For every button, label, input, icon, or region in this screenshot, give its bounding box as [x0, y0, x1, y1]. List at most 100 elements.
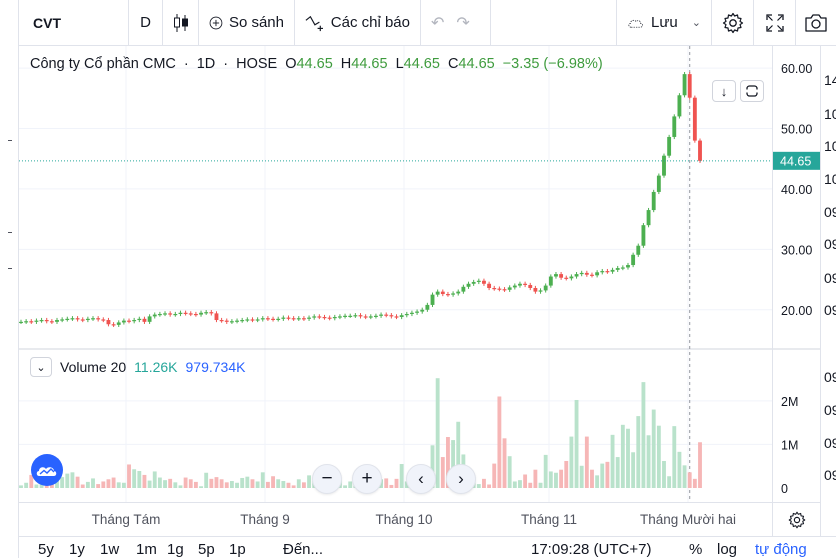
candle-body: [533, 288, 538, 292]
candle-body: [446, 294, 450, 296]
candle-body: [29, 321, 34, 323]
candle-body: [430, 294, 435, 305]
scroll-right-button[interactable]: ›: [446, 464, 476, 494]
price-axis[interactable]: 60.00 50.00 40.00 30.00 20.00 44.65 2M 1M 0: [772, 46, 821, 502]
range-5y-button[interactable]: 5y: [38, 541, 54, 558]
fullscreen-button[interactable]: [754, 0, 796, 46]
volume-bar: [188, 479, 193, 488]
candle-body: [389, 315, 394, 317]
time-axis[interactable]: Tháng Tám Tháng 9 Tháng 10 Tháng 11 Thán…: [19, 502, 772, 536]
snapshot-button[interactable]: [796, 0, 836, 46]
range-1y-button[interactable]: 1y: [69, 541, 85, 558]
candle-body: [353, 315, 358, 317]
scroll-down-button[interactable]: ↓: [712, 80, 736, 102]
chevron-right-icon: ›: [458, 469, 464, 488]
candle-body: [692, 97, 697, 141]
main-legend: Công ty Cổ phần CMC · 1D · HOSE O 44.65 H…: [30, 56, 603, 72]
settings-button[interactable]: [712, 0, 754, 46]
watchlist-value: 09: [824, 236, 836, 252]
indicators-label: Các chỉ báo: [330, 14, 410, 31]
volume-bar: [255, 481, 260, 488]
volume-bar: [168, 478, 173, 488]
compare-button[interactable]: So sánh: [199, 0, 295, 46]
zoom-out-button[interactable]: −: [312, 464, 342, 494]
tool-marker[interactable]: [8, 232, 12, 233]
volume-bar: [559, 469, 564, 488]
candle-body: [157, 313, 162, 316]
scroll-left-button[interactable]: ‹: [406, 464, 436, 494]
volume-bar: [29, 474, 34, 488]
zoom-in-button[interactable]: +: [352, 464, 382, 494]
volume-bar: [80, 484, 85, 488]
candle-body: [127, 320, 131, 322]
volume-bar: [523, 474, 528, 488]
volume-bar: [70, 472, 75, 488]
candle-body: [502, 289, 507, 291]
candle-body: [343, 315, 347, 317]
chart-settings-button[interactable]: [772, 502, 820, 536]
candle-body: [528, 284, 533, 288]
candle-body: [80, 319, 85, 321]
candle-body: [142, 318, 147, 322]
percent-scale-button[interactable]: %: [689, 541, 703, 558]
gear-icon: [788, 511, 805, 528]
tool-marker[interactable]: [8, 268, 12, 269]
price-tick-label: 40.00: [781, 183, 812, 197]
volume-bar: [183, 477, 188, 488]
volume-bar: [677, 451, 682, 488]
volume-bar: [610, 434, 615, 488]
interval-button[interactable]: D: [129, 0, 163, 46]
tradingview-logo[interactable]: [31, 454, 63, 486]
redo-icon[interactable]: ↷: [456, 14, 470, 32]
volume-bar: [456, 421, 461, 488]
candle-body: [559, 274, 564, 278]
candle-body: [451, 293, 456, 295]
candle-body: [65, 318, 70, 321]
chart-canvas[interactable]: [19, 46, 772, 502]
save-button[interactable]: Lưu ⌄: [616, 0, 712, 46]
volume-tick-label: 1M: [781, 438, 798, 452]
volume-bar: [590, 469, 594, 488]
volume-bar: [692, 478, 697, 488]
range-1g-button[interactable]: 1g: [167, 541, 184, 558]
collapse-volume-button[interactable]: ⌄: [30, 357, 52, 377]
symbol-search-button[interactable]: CVT: [19, 0, 129, 46]
goto-date-button[interactable]: Đến...: [283, 541, 324, 558]
legend-interval: 1D: [196, 56, 216, 72]
candle-body: [91, 318, 95, 320]
candle-body: [415, 311, 420, 313]
log-scale-button[interactable]: log: [717, 541, 738, 558]
range-1w-button[interactable]: 1w: [100, 541, 120, 558]
volume-legend: ⌄ Volume 20 11.26K 979.734K: [30, 357, 245, 377]
candle-body: [188, 313, 193, 315]
indicators-button[interactable]: Các chỉ báo: [295, 0, 421, 46]
volume-bar: [667, 476, 672, 488]
volume-bar: [34, 484, 39, 488]
candle-body: [595, 272, 600, 276]
candle-body: [579, 272, 584, 275]
range-5p-button[interactable]: 5p: [198, 541, 215, 558]
low-label: L: [395, 56, 404, 72]
volume-bar: [209, 478, 214, 488]
candle-body: [301, 318, 306, 320]
clock-display[interactable]: 17:09:28 (UTC+7): [531, 541, 652, 558]
chart-pane[interactable]: [19, 46, 772, 502]
volume-bar: [178, 485, 183, 488]
chart-type-button[interactable]: [163, 0, 199, 46]
candle-body: [255, 319, 260, 321]
watchlist-value: 09: [824, 270, 836, 286]
candle-body: [55, 320, 59, 322]
volume-bar: [446, 437, 450, 488]
tool-marker[interactable]: [8, 140, 12, 141]
watchlist-value: 09: [824, 369, 836, 385]
watchlist-panel: 14 10 10 10 09 09 09 09 09 09 09 09: [820, 46, 836, 558]
undo-icon[interactable]: ↶: [431, 14, 445, 32]
price-tick-label: 20.00: [781, 304, 812, 318]
auto-scale-button[interactable]: tự động: [755, 541, 807, 558]
range-1m-button[interactable]: 1m: [136, 541, 157, 558]
range-1p-button[interactable]: 1p: [229, 541, 246, 558]
price-tick-label: 50.00: [781, 123, 812, 137]
candlestick-icon: [173, 13, 188, 32]
reset-button[interactable]: [740, 80, 764, 102]
candle-body: [281, 317, 286, 319]
